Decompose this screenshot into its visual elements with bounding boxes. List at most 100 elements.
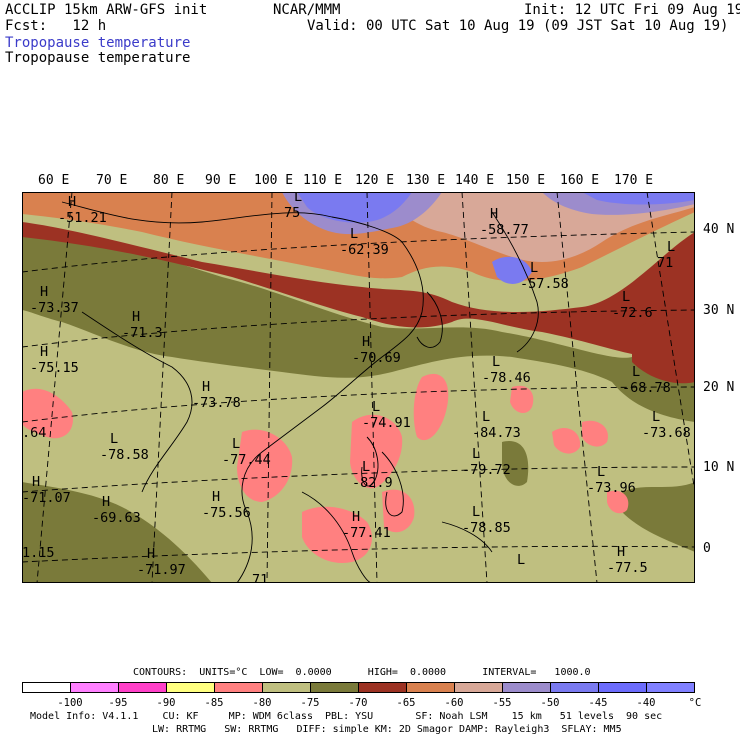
model-info-line1: Model Info: V4.1.1 CU: KF MP: WDM 6class… — [30, 711, 663, 722]
colorbar-swatch — [214, 682, 263, 693]
lon-label: 120 E — [355, 173, 395, 188]
extremum-value: -77.41 — [342, 525, 391, 541]
colorbar-tick-label: -55 — [492, 697, 512, 709]
extremum-value: -70.69 — [352, 350, 401, 366]
high-marker: H — [617, 544, 625, 560]
lon-label: 60 E — [38, 173, 70, 188]
low-marker: L — [632, 364, 640, 380]
field-title-shaded: Tropopause temperature — [5, 35, 191, 51]
extremum-value: -62.39 — [340, 242, 389, 258]
extremum-value: -78.85 — [462, 520, 511, 536]
extremum-value: -75.56 — [202, 505, 251, 521]
dark-olive-south — [22, 482, 212, 583]
extremum-value: -73.37 — [30, 300, 79, 316]
colorbar-tick-label: -65 — [396, 697, 416, 709]
colorbar-swatch — [262, 682, 311, 693]
colorbar-swatch — [310, 682, 359, 693]
colorbar-swatch — [502, 682, 551, 693]
extremum-value: 71 — [252, 572, 268, 583]
extremum-value: -71.3 — [122, 325, 163, 341]
colorbar-swatch — [646, 682, 695, 693]
low-marker: L — [472, 504, 480, 520]
extremum-value: -78.46 — [482, 370, 531, 386]
colorbar-swatch — [454, 682, 503, 693]
low-marker: L — [362, 459, 370, 475]
colorbar-tick-label: -95 — [108, 697, 128, 709]
valid-time: Valid: 00 UTC Sat 10 Aug 19 (09 JST Sat … — [307, 18, 729, 34]
lon-label: 160 E — [560, 173, 600, 188]
lon-label: 100 E — [254, 173, 294, 188]
extremum-value: -51.21 — [58, 210, 107, 226]
colorbar-unit: °C — [688, 697, 702, 709]
low-marker: L — [372, 399, 380, 415]
model-title: ACCLIP 15km ARW-GFS init — [5, 2, 208, 18]
colorbar-swatch — [22, 682, 71, 693]
extremum-value: 1.15 — [22, 545, 55, 561]
extremum-value: -58.77 — [480, 222, 529, 238]
extremum-value: -69.63 — [92, 510, 141, 526]
high-marker: H — [40, 284, 48, 300]
forecast-hour: Fcst: 12 h — [5, 18, 107, 34]
high-marker: H — [147, 546, 155, 562]
extremum-value: -74.91 — [362, 415, 411, 431]
extremum-value: -71.07 — [22, 490, 71, 506]
coastlines — [61, 201, 539, 583]
high-marker: H — [202, 379, 210, 395]
colorbar-swatch — [166, 682, 215, 693]
extremum-value: -79.72 — [462, 462, 511, 478]
high-marker: H — [132, 309, 140, 325]
extremum-value: -73.68 — [642, 425, 691, 441]
colorbar-swatch — [358, 682, 407, 693]
colorbar-tick-label: -85 — [204, 697, 224, 709]
dark-red-band — [22, 222, 695, 365]
dark-olive-islands — [502, 441, 695, 552]
low-marker: L — [667, 239, 675, 255]
low-marker: L — [517, 552, 525, 568]
blue-band — [297, 192, 695, 284]
extremum-value: -73.96 — [587, 480, 636, 496]
extremum-value: 75 — [284, 205, 300, 221]
high-marker: H — [68, 194, 76, 210]
colorbar-tick-label: -90 — [156, 697, 176, 709]
extremum-value: -68.78 — [622, 380, 671, 396]
field-title-contour: Tropopause temperature — [5, 50, 191, 66]
extremum-value: -77.5 — [607, 560, 648, 576]
low-marker: L — [232, 436, 240, 452]
colorbar-tick-label: -60 — [444, 697, 464, 709]
low-marker: L — [110, 431, 118, 447]
extremum-value: -71.97 — [137, 562, 186, 578]
extremum-value: -72.6 — [612, 305, 653, 321]
colorbar-swatch — [70, 682, 119, 693]
lat-label: 20 N — [703, 380, 735, 395]
map-border — [22, 192, 695, 583]
colorbar-tick-label: -80 — [252, 697, 272, 709]
high-marker: H — [40, 344, 48, 360]
model-info-line2: LW: RRTMG SW: RRTMG DIFF: simple KM: 2D … — [152, 724, 622, 735]
low-marker: L — [530, 260, 538, 276]
low-marker: L — [492, 354, 500, 370]
low-marker: L — [652, 409, 660, 425]
graticule — [22, 192, 695, 583]
high-marker: H — [362, 334, 370, 350]
extremum-value: -73.78 — [192, 395, 241, 411]
lon-label: 130 E — [406, 173, 446, 188]
lat-label: 40 N — [703, 222, 735, 237]
colorbar-swatch — [118, 682, 167, 693]
high-marker: H — [352, 509, 360, 525]
low-marker: L — [597, 464, 605, 480]
high-marker: H — [490, 206, 498, 222]
high-marker: H — [102, 494, 110, 510]
extremum-value: -75.15 — [30, 360, 79, 376]
lon-label: 140 E — [455, 173, 495, 188]
lat-label: 0 — [703, 541, 711, 556]
low-marker: L — [472, 446, 480, 462]
extremum-value: .64 — [22, 425, 46, 441]
colorbar-tick-label: -40 — [636, 697, 656, 709]
lon-label: 90 E — [205, 173, 237, 188]
low-marker: L — [482, 409, 490, 425]
colorbar-swatch — [598, 682, 647, 693]
low-marker: L — [294, 192, 302, 205]
init-time: Init: 12 UTC Fri 09 Aug 19 — [524, 2, 740, 18]
low-marker: L — [350, 226, 358, 242]
